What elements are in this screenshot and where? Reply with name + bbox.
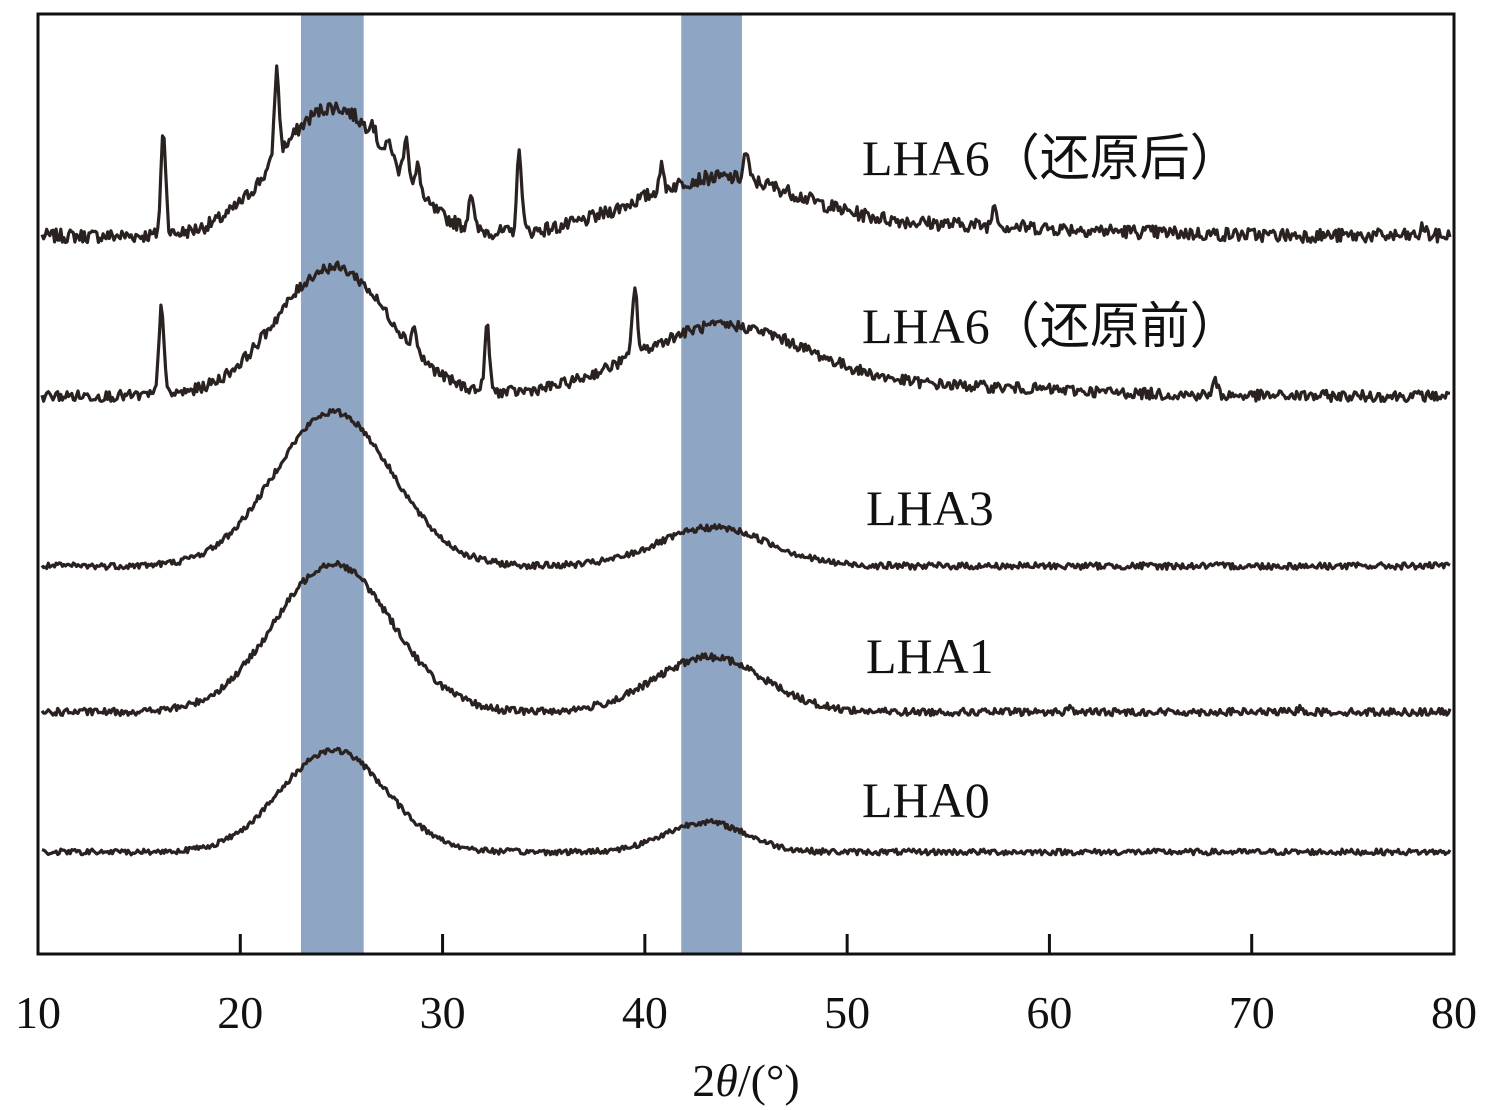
series-label-2: LHA6（还原前） [862, 298, 1240, 354]
x-axis-ticks [238, 934, 1254, 954]
x-tick-label-70: 70 [1229, 987, 1275, 1038]
x-axis-title: 2θ/(°) [692, 1055, 799, 1106]
series-label-5: LHA0 [862, 772, 990, 828]
series-label-4: LHA1 [866, 628, 994, 684]
x-axis-tick-labels: 10 20 30 40 50 60 70 80 [15, 987, 1477, 1038]
series-traces [40, 64, 1452, 857]
x-tick-label-50: 50 [824, 987, 870, 1038]
series-trace-1 [40, 64, 1452, 245]
x-tick-label-80: 80 [1431, 987, 1477, 1038]
series-trace-3 [40, 408, 1451, 571]
plot-frame [36, 12, 1456, 956]
series-labels: LHA6（还原后） LHA6（还原前） LHA3 LHA1 LHA0 [862, 130, 1240, 828]
x-tick-label-60: 60 [1026, 987, 1072, 1038]
series-label-1: LHA6（还原后） [862, 130, 1240, 186]
x-tick-label-10: 10 [15, 987, 61, 1038]
series-trace-5 [41, 746, 1452, 857]
x-tick-label-20: 20 [217, 987, 263, 1038]
highlight-band-1 [300, 14, 364, 954]
highlight-bands [300, 14, 742, 954]
x-tick-label-40: 40 [622, 987, 668, 1038]
series-trace-2 [40, 260, 1450, 404]
x-tick-label-30: 30 [420, 987, 466, 1038]
series-label-3: LHA3 [866, 480, 994, 536]
series-trace-4 [40, 560, 1452, 718]
highlight-band-2 [681, 14, 742, 954]
